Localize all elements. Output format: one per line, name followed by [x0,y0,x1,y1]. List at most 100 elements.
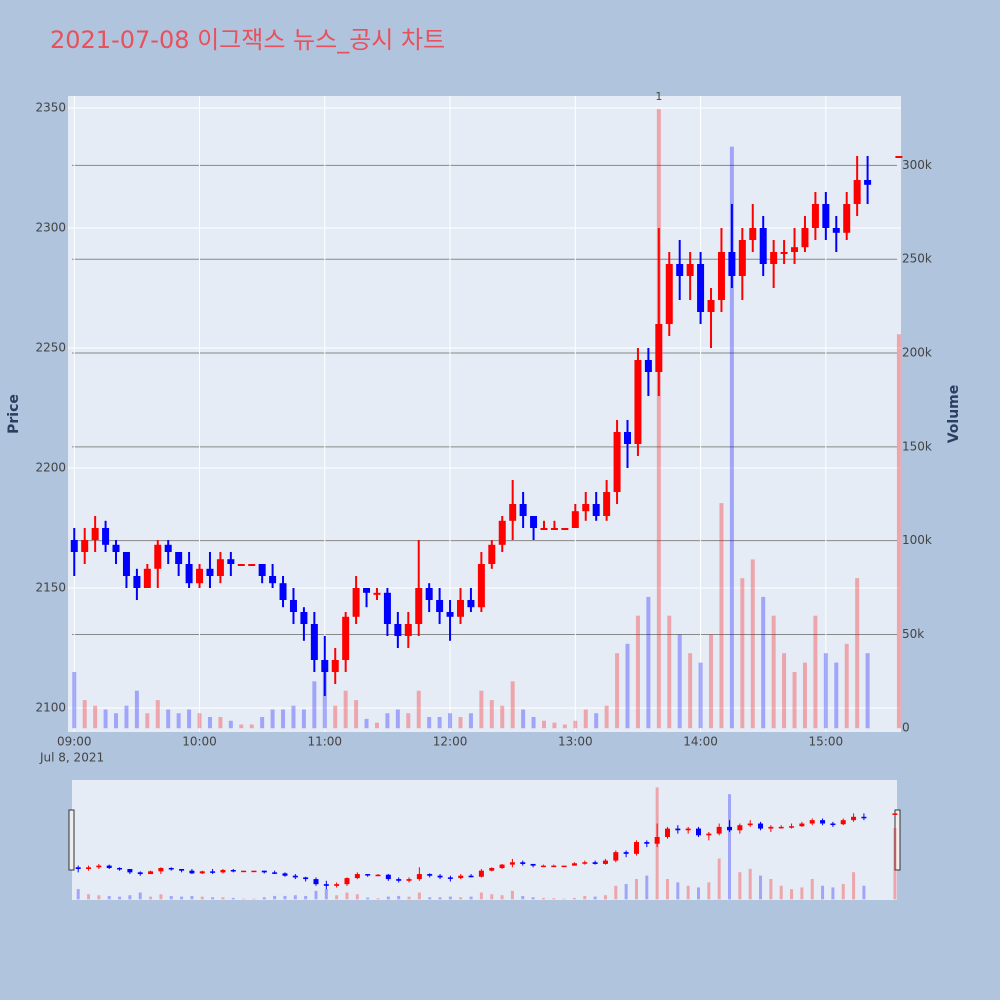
range-handle[interactable] [68,809,75,871]
mini-volume-bar [676,882,680,900]
volume-bar [542,720,546,729]
candle-body [717,252,725,300]
candle-body [686,264,694,276]
x-tick-label: 15:00 [809,735,844,749]
candle-body [603,492,611,516]
candle-body [175,552,183,564]
mini-volume-bar [738,872,742,900]
mini-candle-body [613,852,619,861]
volume-bar [155,700,160,729]
volume-bar [270,709,275,729]
candle-body [352,588,360,617]
candle-body [456,600,464,617]
volume-bar [719,503,724,729]
mini-volume-bar [438,897,442,900]
x-tick-label: 11:00 [307,735,342,749]
candle-body [477,564,485,608]
mini-volume-bar [107,895,111,900]
candle-body [759,228,767,264]
volume-bar [479,690,484,729]
mini-candle-body [75,867,81,869]
mini-candle-body [106,865,112,868]
candle-body [373,592,381,595]
candle-body [227,559,235,564]
mini-candle-body [292,875,298,878]
mini-candle-body [809,820,815,824]
mini-candle-body [799,823,805,827]
volume-bar [364,718,369,729]
mini-candle-body [892,813,898,815]
mini-volume-bar [490,894,494,900]
mini-candle-body [551,865,557,868]
annotation: 1 [655,90,662,103]
volume-bar [124,705,129,729]
mini-candle-body [313,879,319,885]
mini-candle-body [86,867,92,869]
range-slider[interactable] [72,780,897,900]
y-tick-label: 2100 [35,701,66,715]
candle-body [446,612,454,617]
candle-body [342,616,350,660]
y2-tick-label: 150k [902,439,932,453]
mini-candle-body [365,874,371,876]
volume-bar [93,705,98,729]
mini-volume-bar [459,897,463,900]
volume-bar [688,653,693,729]
mini-volume-bar [273,895,277,900]
mini-volume-bar [831,887,835,900]
volume-bar [333,705,338,729]
mini-candle-body [520,862,526,864]
candle-body [269,576,277,584]
volume-bar [343,690,348,729]
volume-bar [625,643,630,729]
candle-body [571,511,579,528]
candle-body [394,624,402,636]
candle-body [258,564,266,576]
volume-bar [896,334,901,729]
volume-bar [437,716,442,729]
mini-candle-body [540,865,546,868]
candle-body [644,360,652,372]
candle-body [676,264,684,276]
candle-body [133,576,141,588]
mini-volume-bar [779,885,783,900]
mini-candle-body [158,867,164,872]
mini-volume-bar [448,896,452,900]
y2-tick-label: 100k [902,533,932,547]
mini-volume-bar [314,890,318,900]
mini-candle-body [716,826,722,834]
range-handle[interactable] [894,809,901,871]
mini-candle-body [323,884,329,886]
candle-body [164,544,172,552]
volume-bar [792,671,797,729]
mini-volume-bar [428,897,432,900]
mini-candle-body [220,870,226,873]
candle-body [895,156,903,158]
candle-body [300,612,308,624]
mini-candle-body [210,871,216,873]
volume-bar [865,653,870,729]
mini-volume-bar [717,858,721,900]
mini-volume-bar [634,878,638,900]
candle-body [801,228,809,248]
mini-volume-bar [169,895,173,900]
candle-body [843,204,851,233]
mini-volume-bar [790,889,794,900]
mini-candle-body [458,875,464,879]
mini-candle-body [489,867,495,871]
chart-title: 2021-07-08 이그잭스 뉴스_공시 차트 [50,26,445,54]
volume-bar [134,690,139,729]
volume-bar [468,713,473,729]
mini-candle-body [623,852,629,854]
mini-volume-bar [728,794,732,900]
candle-body [550,528,558,530]
mini-volume-bar [76,889,80,900]
volume-bar [656,109,661,729]
volume-bar [448,713,453,729]
volume-bar [521,709,526,729]
mini-volume-bar [510,890,514,900]
volume-bar [771,615,776,729]
volume-bar [615,653,620,729]
candle-body [561,528,569,530]
mini-candle-body [851,816,857,821]
